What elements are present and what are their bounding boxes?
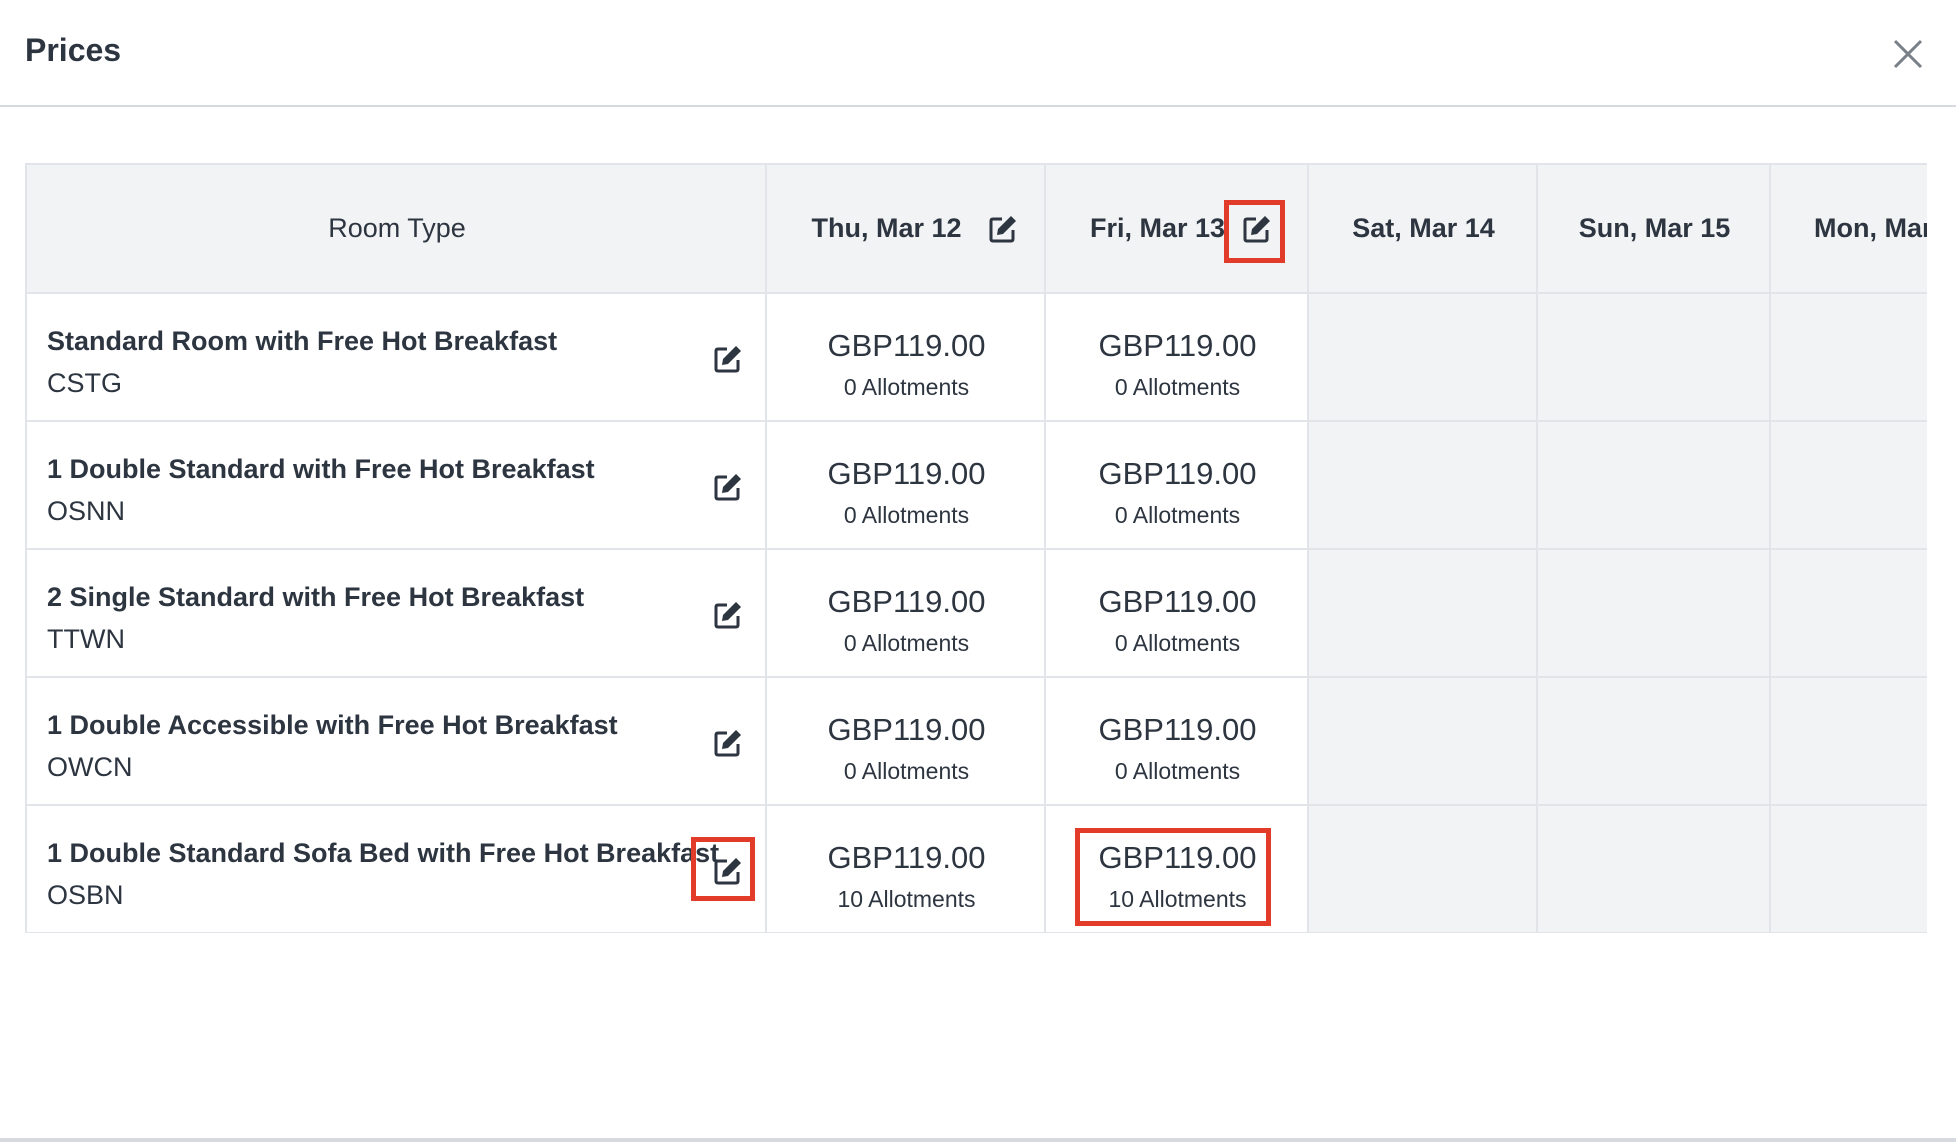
- price: GBP119.00: [1098, 584, 1257, 619]
- edit-icon[interactable]: [713, 600, 743, 630]
- header-cell: Mon, Mar: [1771, 165, 1927, 294]
- header-cell: Sat, Mar 14: [1309, 165, 1538, 294]
- column-header: Fri, Mar 13: [1089, 212, 1226, 243]
- rate-cell: GBP119.00 0 Allotments: [767, 678, 1046, 806]
- allotments: 0 Allotments: [843, 374, 970, 400]
- empty-cell: [1538, 294, 1771, 422]
- rate-cell: GBP119.00 0 Allotments: [767, 422, 1046, 550]
- allotments: 0 Allotments: [843, 502, 970, 528]
- allotments: 0 Allotments: [843, 630, 970, 656]
- modal-title: Prices: [25, 32, 122, 68]
- header-cell: Fri, Mar 13: [1046, 165, 1309, 294]
- edit-icon[interactable]: [988, 214, 1018, 244]
- highlight-box: [1224, 200, 1285, 263]
- room-name: 1 Double Standard with Free Hot Breakfas…: [47, 454, 595, 484]
- price: GBP119.00: [1098, 712, 1257, 747]
- empty-cell: [1538, 550, 1771, 678]
- empty-cell: [1771, 550, 1927, 678]
- rate-cell: GBP119.00 0 Allotments: [1046, 550, 1309, 678]
- empty-cell: [1309, 294, 1538, 422]
- room-name: Standard Room with Free Hot Breakfast: [47, 326, 558, 356]
- edit-icon[interactable]: [713, 344, 743, 374]
- price: GBP119.00: [827, 840, 986, 875]
- highlight-box: [691, 837, 755, 901]
- empty-cell: [1309, 678, 1538, 806]
- rate-cell: GBP119.00 10 Allotments: [767, 806, 1046, 933]
- modal-bottom-edge: [0, 1138, 1956, 1142]
- rate-cell: GBP119.00 0 Allotments: [767, 294, 1046, 422]
- column-header: Thu, Mar 12: [811, 212, 962, 243]
- column-header: Sun, Mar 15: [1578, 212, 1731, 243]
- price: GBP119.00: [827, 328, 986, 363]
- edit-icon[interactable]: [713, 856, 743, 886]
- room-cell: 1 Double Standard with Free Hot Breakfas…: [27, 422, 767, 550]
- price: GBP119.00: [1098, 840, 1257, 875]
- header-cell: Room Type: [27, 165, 767, 294]
- rate-cell: GBP119.00 0 Allotments: [1046, 422, 1309, 550]
- edit-icon[interactable]: [1242, 214, 1272, 244]
- allotments: 10 Allotments: [1108, 886, 1247, 912]
- room-name: 2 Single Standard with Free Hot Breakfas…: [47, 582, 585, 612]
- room-cell: 1 Double Standard Sofa Bed with Free Hot…: [27, 806, 767, 933]
- edit-icon[interactable]: [713, 728, 743, 758]
- rate-cell: GBP119.00 0 Allotments: [1046, 294, 1309, 422]
- allotments: 0 Allotments: [1114, 630, 1241, 656]
- price: GBP119.00: [827, 456, 986, 491]
- allotments: 0 Allotments: [1114, 758, 1241, 784]
- empty-cell: [1771, 678, 1927, 806]
- empty-cell: [1538, 422, 1771, 550]
- empty-cell: [1771, 806, 1927, 933]
- price: GBP119.00: [827, 584, 986, 619]
- highlight-box: [1075, 828, 1271, 926]
- empty-cell: [1771, 294, 1927, 422]
- empty-cell: [1771, 422, 1927, 550]
- column-header: Sat, Mar 14: [1352, 212, 1495, 243]
- price: GBP119.00: [1098, 328, 1257, 363]
- price: GBP119.00: [1098, 456, 1257, 491]
- edit-icon[interactable]: [713, 472, 743, 502]
- empty-cell: [1309, 422, 1538, 550]
- room-name: 1 Double Accessible with Free Hot Breakf…: [47, 710, 618, 740]
- allotments: 0 Allotments: [1114, 502, 1241, 528]
- header-divider: [0, 105, 1956, 107]
- rate-cell: GBP119.00 0 Allotments: [1046, 678, 1309, 806]
- close-button[interactable]: [1892, 38, 1924, 70]
- allotments: 10 Allotments: [837, 886, 976, 912]
- room-cell: 2 Single Standard with Free Hot Breakfas…: [27, 550, 767, 678]
- room-cell: Standard Room with Free Hot Breakfast CST…: [27, 294, 767, 422]
- price: GBP119.00: [827, 712, 986, 747]
- prices-table: Room Type Thu, Mar 12 Fri, Mar 13 Sat, Mar …: [25, 163, 1927, 933]
- empty-cell: [1538, 806, 1771, 933]
- allotments: 0 Allotments: [843, 758, 970, 784]
- room-code: OWCN: [47, 752, 133, 782]
- header-cell: Sun, Mar 15: [1538, 165, 1771, 294]
- rate-cell: GBP119.00 0 Allotments: [767, 550, 1046, 678]
- room-code: OSNN: [47, 496, 126, 526]
- rate-cell: GBP119.00 10 Allotments: [1046, 806, 1309, 933]
- column-header: Room Type: [328, 212, 466, 243]
- empty-cell: [1538, 678, 1771, 806]
- room-code: TTWN: [47, 624, 125, 654]
- allotments: 0 Allotments: [1114, 374, 1241, 400]
- empty-cell: [1309, 550, 1538, 678]
- room-name: 1 Double Standard Sofa Bed with Free Hot…: [47, 838, 720, 868]
- header-cell: Thu, Mar 12: [767, 165, 1046, 294]
- empty-cell: [1309, 806, 1538, 933]
- room-code: OSBN: [47, 880, 124, 910]
- column-header: Mon, Mar: [1814, 212, 1927, 243]
- room-cell: 1 Double Accessible with Free Hot Breakf…: [27, 678, 767, 806]
- room-code: CSTG: [47, 368, 123, 398]
